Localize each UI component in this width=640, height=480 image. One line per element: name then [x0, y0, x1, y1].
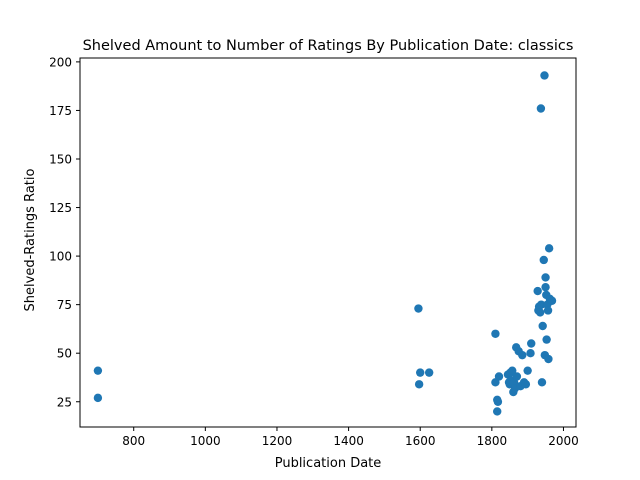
- data-point: [493, 397, 503, 406]
- chart-title: Shelved Amount to Number of Ratings By P…: [83, 38, 574, 54]
- x-tick-label: 1600: [405, 434, 436, 448]
- data-point: [521, 380, 531, 389]
- y-axis-ticks: 25 50 75 100 125 150 175 200: [49, 55, 80, 409]
- y-tick-label: 25: [57, 395, 72, 409]
- data-point: [494, 372, 504, 381]
- points-layer: [93, 71, 557, 416]
- data-point: [540, 71, 549, 80]
- data-point: [536, 104, 546, 113]
- y-tick-label: 150: [49, 152, 72, 166]
- plot-frame: [79, 57, 577, 428]
- x-tick-label: 800: [122, 434, 145, 448]
- y-tick-label: 75: [57, 298, 72, 312]
- data-point: [416, 368, 425, 377]
- data-point: [543, 306, 553, 315]
- x-tick-label: 1000: [190, 434, 221, 448]
- x-axis-label: Publication Date: [275, 456, 382, 471]
- data-point: [518, 350, 527, 360]
- y-axis-label: Shelved-Ratings Ratio: [23, 168, 38, 311]
- y-tick-label: 50: [57, 347, 72, 361]
- data-point: [93, 393, 103, 403]
- data-point: [542, 335, 551, 344]
- x-tick-label: 2000: [548, 434, 579, 448]
- data-point: [424, 368, 434, 377]
- data-point: [538, 321, 547, 331]
- data-point: [533, 286, 542, 296]
- x-axis-ticks: 800 1000 1200 1400 1600 1800 2000: [122, 427, 579, 448]
- y-tick-label: 125: [49, 201, 72, 215]
- data-point: [527, 339, 536, 348]
- data-point: [491, 329, 500, 338]
- data-point: [512, 372, 522, 381]
- data-point: [544, 244, 554, 253]
- data-point: [537, 300, 546, 309]
- data-point: [508, 366, 517, 375]
- y-tick-label: 175: [49, 104, 72, 118]
- data-point: [541, 282, 550, 292]
- data-point: [93, 366, 103, 375]
- data-point: [523, 366, 532, 375]
- data-point: [414, 380, 424, 389]
- x-tick-label: 1800: [477, 434, 508, 448]
- y-tick-label: 100: [49, 250, 72, 264]
- data-point: [537, 378, 547, 387]
- x-tick-label: 1400: [333, 434, 364, 448]
- data-point: [493, 407, 502, 416]
- data-point: [535, 308, 545, 317]
- data-point: [414, 304, 423, 313]
- data-point: [544, 354, 553, 364]
- y-tick-label: 200: [49, 55, 72, 69]
- x-tick-label: 1200: [262, 434, 293, 448]
- data-point: [547, 296, 557, 305]
- data-point: [526, 349, 535, 358]
- data-point: [539, 255, 548, 265]
- data-point: [541, 273, 550, 282]
